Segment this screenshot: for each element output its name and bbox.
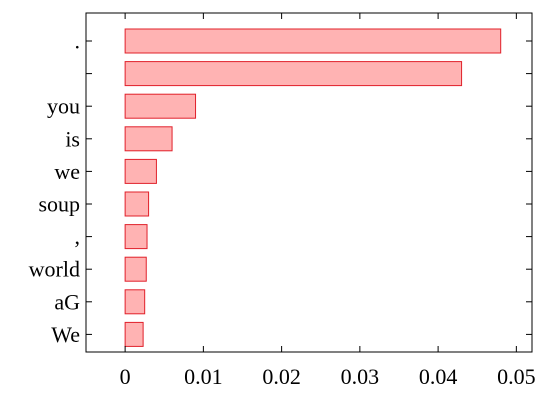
x-tick-label: 0.04 <box>419 364 458 389</box>
x-ticks-group: 0 0.01 0.02 0.03 0.04 0.05 <box>120 13 536 389</box>
x-tick-label: 0 <box>120 364 131 389</box>
bars-group <box>124 28 502 347</box>
plot-frame <box>85 12 533 353</box>
bar <box>124 93 197 119</box>
x-tick-label: 0.03 <box>341 364 380 389</box>
x-tick-label: 0.05 <box>497 364 536 389</box>
bar <box>124 28 502 54</box>
y-tick-label: , <box>75 224 81 249</box>
bar <box>124 61 463 87</box>
y-ticks-group: . you is we soup, world aG We <box>29 29 532 347</box>
bar <box>124 289 146 315</box>
y-tick-label: We <box>51 322 80 347</box>
bar <box>124 256 147 282</box>
y-tick-label: . <box>75 29 81 54</box>
bar <box>124 224 148 250</box>
x-tick-label: 0.01 <box>184 364 223 389</box>
y-tick-label: we <box>54 159 80 184</box>
bar <box>124 191 150 217</box>
x-tick-label: 0.02 <box>262 364 301 389</box>
y-tick-label: aG <box>54 289 80 314</box>
y-tick-label: soup <box>38 192 80 217</box>
y-tick-label: is <box>65 126 80 151</box>
bar <box>124 158 157 184</box>
bar <box>124 126 173 152</box>
y-tick-label: world <box>29 257 80 282</box>
bar <box>124 321 144 347</box>
y-tick-label: you <box>47 94 80 119</box>
